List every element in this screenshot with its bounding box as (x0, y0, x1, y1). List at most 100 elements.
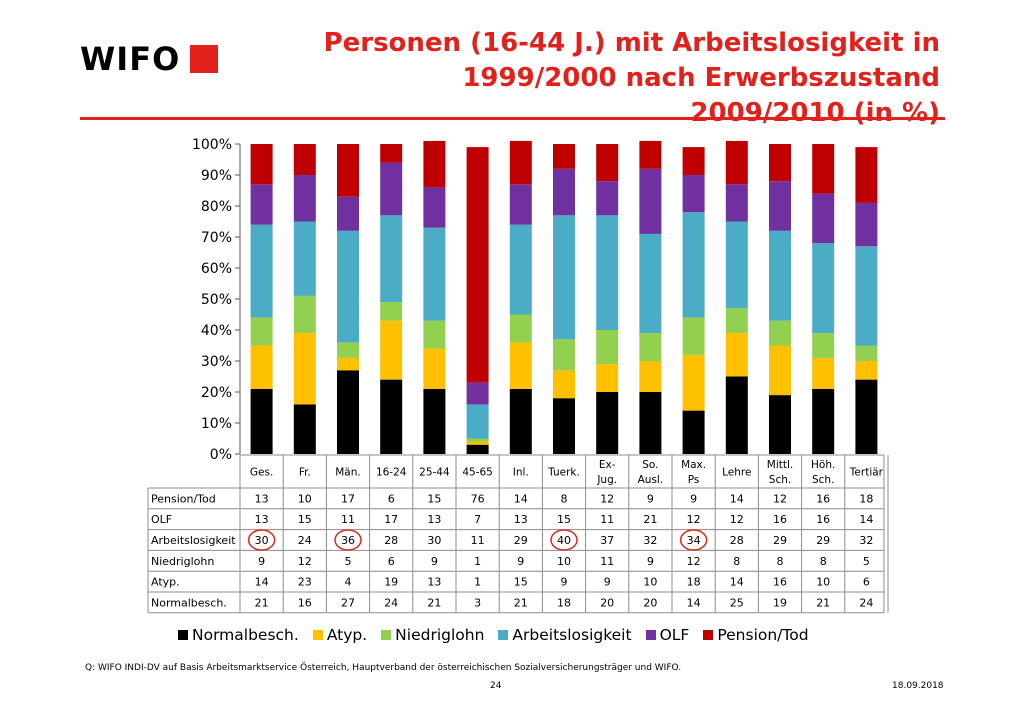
table-cell-value: 10 (816, 576, 830, 589)
category-label: Ausl. (638, 474, 664, 486)
table-row-label: Arbeitslosigkeit (151, 534, 236, 547)
bar-segment-arbeitslosigkeit (466, 404, 489, 439)
bar-segment-niedriglohn (466, 438, 489, 442)
table-cell-value: 23 (298, 576, 312, 589)
table-cell-value: 14 (730, 576, 744, 589)
bar-segment-normalbesch- (812, 388, 835, 454)
legend-item: Pension/Tod (703, 626, 809, 644)
table-cell-value: 13 (427, 576, 441, 589)
legend-label: Arbeitslosigkeit (512, 626, 632, 644)
bar-segment-pension-tod (812, 144, 835, 194)
bar-segment-niedriglohn (596, 330, 619, 365)
bar-segment-arbeitslosigkeit (812, 243, 835, 334)
table-cell-value: 11 (600, 513, 614, 526)
category-label: 45-65 (462, 467, 493, 479)
bar-segment-atyp- (380, 320, 403, 380)
table-cell-value: 10 (643, 576, 657, 589)
table-cell-value: 24 (859, 596, 873, 609)
bar-segment-pension-tod (639, 140, 662, 169)
table-cell-value: 21 (427, 596, 441, 609)
table-cell-value: 15 (557, 513, 571, 526)
category-label: Ges. (250, 467, 273, 479)
table-cell-value: 1 (474, 576, 481, 589)
bar-segment-pension-tod (509, 140, 532, 185)
bar-segment-arbeitslosigkeit (855, 246, 878, 346)
bar-segment-olf (466, 382, 489, 405)
logo-text: WIFO (80, 40, 181, 78)
legend-label: Pension/Tod (717, 626, 809, 644)
legend-item: Niedriglohn (381, 626, 484, 644)
table-cell-value: 6 (863, 576, 870, 589)
bar-segment-pension-tod (337, 144, 359, 197)
table-cell-value: 5 (345, 555, 352, 568)
table-cell-value: 13 (514, 513, 528, 526)
logo-square (190, 45, 218, 73)
table-cell-value: 20 (600, 596, 614, 609)
bar-segment-atyp- (553, 370, 575, 399)
table-cell-value: 12 (600, 492, 614, 505)
bar-segment-pension-tod (596, 144, 619, 182)
bar-segment-normalbesch- (466, 444, 489, 454)
table-cell-value: 19 (773, 596, 787, 609)
bar-segment-arbeitslosigkeit (509, 224, 532, 315)
table-cell-value: 24 (298, 534, 312, 547)
bar-segment-atyp- (509, 342, 532, 389)
table-cell-value: 18 (687, 576, 701, 589)
bar-segment-atyp- (725, 333, 748, 377)
table-cell-value: 9 (431, 555, 438, 568)
table-cell-value: 6 (388, 492, 395, 505)
bar-segment-normalbesch- (509, 388, 532, 454)
bar-segment-arbeitslosigkeit (380, 215, 403, 303)
table-cell-value: 25 (730, 596, 744, 609)
table-cell-value: 21 (514, 596, 528, 609)
category-label: 16-24 (376, 467, 407, 479)
category-label: Ps (688, 474, 700, 486)
bar-segment-atyp- (466, 441, 489, 445)
bar-segment-atyp- (293, 333, 316, 405)
bar-segment-niedriglohn (725, 308, 748, 334)
category-label: Tuerk. (547, 467, 580, 479)
table-row-label: Atyp. (151, 576, 180, 589)
bar-segment-normalbesch- (725, 376, 748, 454)
table-cell-value: 15 (514, 576, 528, 589)
table-cell-value: 11 (600, 555, 614, 568)
table-cell-value: 8 (733, 555, 740, 568)
highlight-circle (550, 529, 578, 551)
table-cell-value: 40 (557, 534, 571, 547)
bar-segment-arbeitslosigkeit (725, 221, 748, 309)
table-cell-value: 9 (561, 576, 568, 589)
legend-swatch (645, 630, 656, 640)
table-cell-value: 76 (471, 492, 485, 505)
legend-item: Atyp. (312, 626, 367, 644)
table-cell-value: 10 (557, 555, 571, 568)
table-cell-value: 8 (820, 555, 827, 568)
bar-segment-pension-tod (769, 144, 791, 182)
bar-segment-olf (337, 196, 359, 231)
y-tick-label: 30% (201, 354, 232, 370)
table-cell-value: 24 (384, 596, 398, 609)
bar-segment-pension-tod (855, 147, 878, 203)
bar-segment-niedriglohn (855, 345, 878, 361)
table-cell-value: 16 (773, 513, 787, 526)
bar-segment-niedriglohn (769, 320, 791, 346)
bar-segment-olf (293, 175, 316, 222)
table-cell-value: 11 (341, 513, 355, 526)
table-cell-value: 9 (647, 492, 654, 505)
highlight-circle (247, 529, 276, 551)
bar-segment-atyp- (769, 345, 791, 396)
table-cell-value: 14 (514, 492, 528, 505)
table-cell-value: 13 (255, 492, 269, 505)
legend-item: Normalbesch. (178, 626, 299, 644)
bar-segment-olf (509, 184, 532, 225)
bar-segment-niedriglohn (639, 333, 662, 361)
legend-swatch (498, 630, 509, 640)
table-cell-value: 29 (816, 534, 830, 547)
y-tick-label: 100% (192, 137, 232, 153)
table-cell-value: 12 (773, 492, 787, 505)
table-cell-value: 21 (255, 596, 269, 609)
bar-segment-pension-tod (682, 147, 705, 175)
bar-segment-atyp- (639, 361, 662, 392)
bar-segment-olf (855, 202, 878, 247)
y-tick-label: 20% (201, 385, 232, 401)
